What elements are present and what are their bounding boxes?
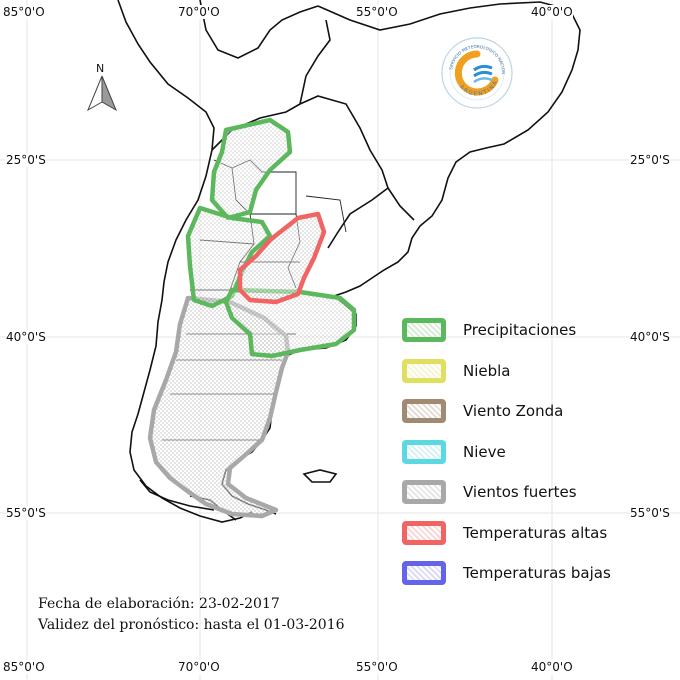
legend-item: Vientos fuertes [398, 474, 628, 515]
lon-label-55-top: 55°0'O [356, 5, 398, 19]
smn-logo-icon: SERVICIO METEOROLOGICO NACIONAL ARGENTIN… [439, 32, 514, 110]
legend-item: Temperaturas altas [398, 515, 628, 556]
forecast-validity: Validez del pronóstico: hasta el 01-03-2… [38, 617, 345, 633]
warning-zones [147, 117, 357, 519]
legend-label: Temperaturas altas [463, 523, 608, 542]
legend-label: Precipitaciones [463, 321, 577, 339]
legend-item: Viento Zonda [398, 393, 628, 434]
north-letter: N [96, 62, 105, 75]
lat-label-25-right: 25°0'S [630, 153, 670, 167]
legend-label: Niebla [463, 361, 511, 380]
zone-precipitaciones-centro [185, 205, 273, 309]
legend-swatch [402, 561, 446, 585]
lon-label-85-bottom: 85°0'O [3, 660, 45, 674]
lat-label-25-left: 25°0'S [6, 153, 46, 167]
legend-swatch [402, 520, 446, 545]
legend-item: Niebla [398, 353, 628, 394]
legend-swatch [402, 480, 446, 504]
legend-label: Nieve [463, 442, 506, 461]
elaboration-date: Fecha de elaboración: 23-02-2017 [38, 596, 280, 612]
legend: Precipitaciones Niebla Viento Zonda Nieve Vi… [398, 312, 628, 596]
legend-swatch [402, 318, 446, 342]
legend-item: Nieve [398, 434, 628, 475]
lon-label-70-top: 70°0'O [178, 5, 220, 19]
lat-label-55-left: 55°0'S [6, 506, 46, 520]
legend-label: Temperaturas bajas [463, 564, 611, 582]
legend-swatch [402, 358, 446, 383]
zone-temperaturas-altas [237, 211, 327, 305]
lon-label-55-bottom: 55°0'O [356, 660, 398, 674]
lat-label-40-right: 40°0'S [630, 330, 670, 344]
zone-precipitaciones-norte [209, 117, 293, 221]
north-arrow-icon: N [84, 62, 120, 114]
legend-label: Vientos fuertes [463, 483, 577, 501]
legend-label: Viento Zonda [463, 402, 564, 420]
lat-label-40-left: 40°0'S [6, 330, 46, 344]
legend-swatch [402, 439, 446, 464]
legend-swatch [402, 399, 446, 423]
lon-label-70-bottom: 70°0'O [178, 660, 220, 674]
zone-precipitaciones-sur [223, 287, 357, 359]
lon-label-85-top: 85°0'O [3, 5, 45, 19]
legend-item: Temperaturas bajas [398, 555, 628, 596]
legend-item: Precipitaciones [398, 312, 628, 353]
lon-label-40-top: 40°0'O [531, 5, 573, 19]
lat-label-55-right: 55°0'S [630, 506, 670, 520]
lon-label-40-bottom: 40°0'O [531, 660, 573, 674]
